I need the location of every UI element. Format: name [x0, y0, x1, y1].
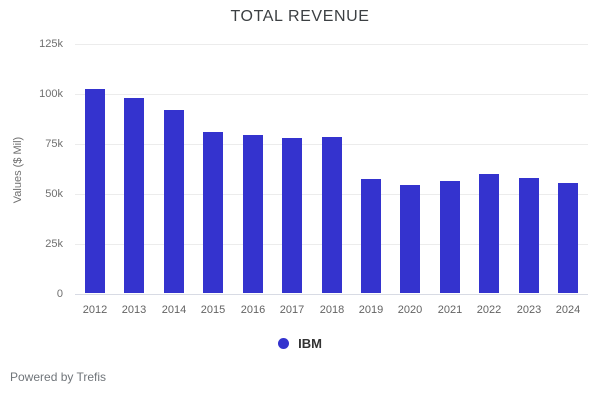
legend-marker-icon [278, 337, 290, 349]
bar-2020[interactable] [400, 185, 420, 293]
x-tick-label-2022: 2022 [476, 304, 502, 316]
y-tick-label: 75k [45, 138, 63, 150]
bar-2016[interactable] [243, 135, 263, 293]
x-tick-label-2024: 2024 [555, 304, 581, 316]
bar-2021[interactable] [440, 181, 460, 293]
y-tick-label: 125k [39, 38, 63, 50]
x-tick-label-2018: 2018 [319, 304, 345, 316]
x-tick-label-2019: 2019 [358, 304, 384, 316]
y-tick-label: 100k [39, 88, 63, 100]
legend[interactable]: IBM [0, 334, 600, 352]
legend-series-label: IBM [298, 335, 322, 351]
gridline-100k [75, 94, 588, 95]
bar-2023[interactable] [519, 178, 539, 293]
bar-2015[interactable] [203, 132, 223, 293]
x-tick-label-2021: 2021 [437, 304, 463, 316]
x-tick-label-2020: 2020 [397, 304, 423, 316]
gridline-125k [75, 44, 588, 45]
bar-2017[interactable] [282, 138, 302, 293]
x-tick-label-2017: 2017 [279, 304, 305, 316]
x-tick-label-2015: 2015 [200, 304, 226, 316]
gridline-0 [75, 294, 588, 295]
plot-area: 0 25k 50k 75k 100k 125k 2012 2013 2014 2015 2016 20… [39, 38, 588, 316]
x-tick-label-2023: 2023 [516, 304, 542, 316]
x-tick-label-2013: 2013 [121, 304, 147, 316]
y-tick-label: 25k [45, 238, 63, 250]
y-tick-label: 0 [56, 288, 63, 300]
bar-2024[interactable] [558, 183, 578, 293]
powered-by-text: Powered by Trefis [10, 370, 107, 384]
bar-2022[interactable] [479, 174, 499, 293]
chart-title: TOTAL REVENUE [230, 8, 370, 25]
bar-2018[interactable] [322, 137, 342, 293]
x-tick-label-2012: 2012 [82, 304, 108, 316]
bar-2019[interactable] [361, 179, 381, 293]
bar-2013[interactable] [124, 98, 144, 293]
bar-2012[interactable] [85, 89, 105, 293]
bar-2014[interactable] [164, 110, 184, 293]
y-tick-label: 50k [45, 188, 63, 200]
x-tick-label-2014: 2014 [161, 304, 187, 316]
x-tick-label-2016: 2016 [240, 304, 266, 316]
